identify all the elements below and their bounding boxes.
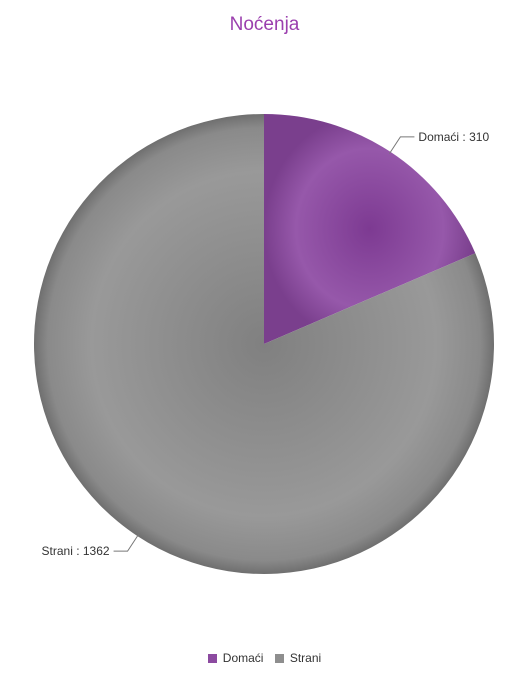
pie-slice-doma-i[interactable] [264, 114, 476, 344]
pie-slice-strani[interactable] [33, 114, 495, 574]
legend-label-strani: Strani [289, 651, 322, 665]
legend-item-strani[interactable]: Strani [274, 651, 322, 665]
legend-item-domaci[interactable]: Domaći [207, 651, 264, 665]
slice-label-strani: Strani : 1362 [42, 544, 110, 558]
legend: Domaći Strani [0, 651, 529, 666]
slice-label-doma-i: Domaći : 310 [418, 130, 489, 144]
legend-swatch-domaci [207, 653, 217, 663]
pie-slices [33, 114, 495, 574]
chart-title: Noćenja [229, 14, 300, 35]
label-connector [113, 534, 139, 552]
legend-swatch-strani [274, 653, 284, 663]
label-connector [389, 136, 415, 154]
legend-label-domaci: Domaći [222, 651, 264, 665]
pie-labels: Domaći : 310 Strani : 1362 [42, 130, 490, 558]
